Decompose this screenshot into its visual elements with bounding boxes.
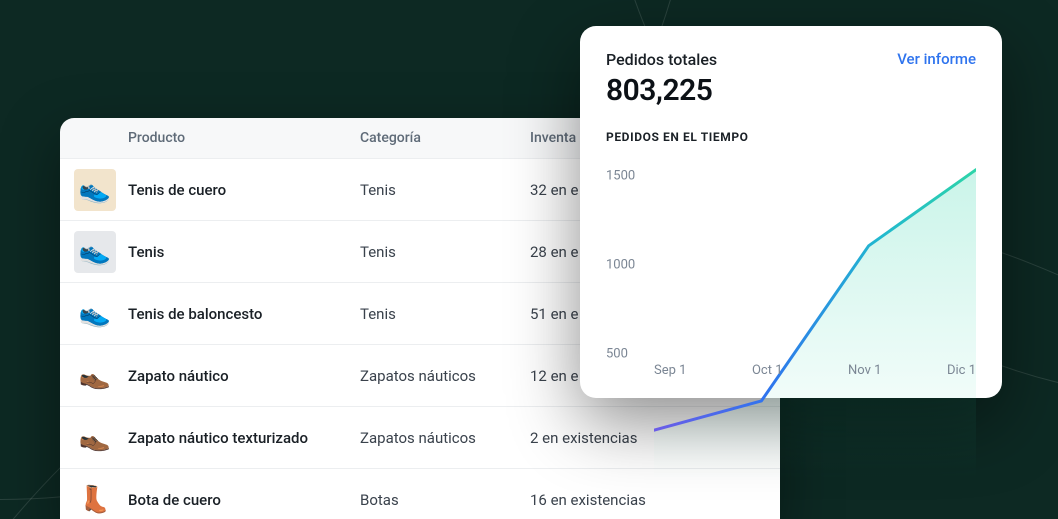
product-thumb-icon: 👞 xyxy=(74,355,116,397)
product-thumb-icon: 👢 xyxy=(74,479,116,519)
chart-plot: 500 1000 1500 Sep 1 Oct 1 Nov 1 Dic 1 xyxy=(606,158,976,378)
cell-product: Bota de cuero xyxy=(128,491,360,509)
cell-product: Tenis de cuero xyxy=(128,181,360,199)
cell-product: Tenis xyxy=(128,243,360,261)
chart-y-tick: 500 xyxy=(606,347,628,362)
chart-x-axis: Sep 1 Oct 1 Nov 1 Dic 1 xyxy=(654,363,976,378)
chart-subtitle: PEDIDOS EN EL TIEMPO xyxy=(606,130,976,144)
chart-x-tick: Oct 1 xyxy=(752,363,783,378)
chart-x-tick: Nov 1 xyxy=(848,363,881,378)
chart-y-tick: 1000 xyxy=(606,257,635,272)
cell-product: Tenis de baloncesto xyxy=(128,305,360,323)
product-thumb-icon: 👟 xyxy=(74,169,116,211)
cell-category: Tenis xyxy=(360,305,530,323)
cell-category: Zapatos náuticos xyxy=(360,367,530,385)
cell-category: Zapatos náuticos xyxy=(360,429,530,447)
product-thumb-icon: 👟 xyxy=(74,293,116,335)
cell-category: Botas xyxy=(360,491,530,509)
view-report-link[interactable]: Ver informe xyxy=(897,50,976,68)
chart-title: Pedidos totales xyxy=(606,50,717,69)
product-thumb-icon: 👞 xyxy=(74,417,116,459)
chart-line-svg xyxy=(654,158,976,480)
col-header-category: Categoría xyxy=(360,130,530,146)
orders-chart-card: Pedidos totales 803,225 Ver informe PEDI… xyxy=(580,26,1002,398)
chart-x-tick: Sep 1 xyxy=(654,363,686,378)
cell-inventory: 16 en existencias xyxy=(530,491,780,509)
chart-y-tick: 1500 xyxy=(606,168,635,183)
cell-product: Zapato náutico texturizado xyxy=(128,429,360,447)
cell-category: Tenis xyxy=(360,181,530,199)
cell-product: Zapato náutico xyxy=(128,367,360,385)
product-thumb-icon: 👟 xyxy=(74,231,116,273)
chart-x-tick: Dic 1 xyxy=(947,363,976,378)
cell-category: Tenis xyxy=(360,243,530,261)
chart-total-number: 803,225 xyxy=(606,73,717,108)
col-header-product: Producto xyxy=(60,130,360,146)
